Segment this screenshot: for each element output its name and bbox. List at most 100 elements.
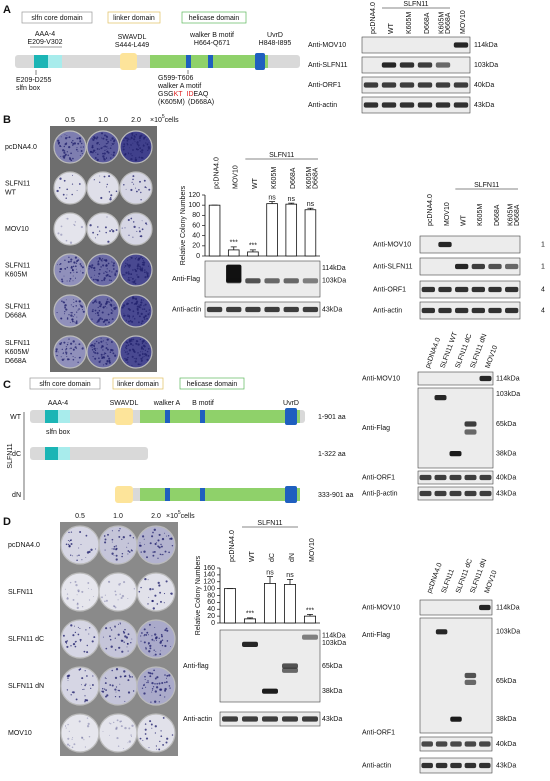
slfn-box bbox=[45, 447, 58, 460]
colony bbox=[64, 134, 66, 136]
colony bbox=[75, 640, 77, 643]
colony bbox=[66, 597, 69, 600]
band bbox=[226, 278, 242, 284]
lane-label: K605M bbox=[406, 12, 413, 34]
colony bbox=[170, 537, 172, 540]
bar bbox=[247, 251, 259, 257]
colony bbox=[140, 360, 143, 362]
colony bbox=[156, 683, 158, 685]
colony bbox=[96, 321, 98, 323]
colony bbox=[128, 308, 131, 311]
colony bbox=[117, 689, 119, 691]
colony bbox=[170, 592, 173, 595]
band bbox=[262, 716, 278, 722]
band bbox=[302, 306, 319, 313]
colony bbox=[84, 670, 86, 672]
band bbox=[226, 306, 242, 313]
colony bbox=[110, 145, 112, 147]
row-label: Anti-ORF1 bbox=[308, 82, 341, 89]
colony bbox=[115, 727, 118, 731]
colony bbox=[123, 314, 126, 317]
colony bbox=[84, 695, 86, 697]
colony bbox=[59, 342, 62, 346]
colony bbox=[60, 155, 62, 157]
colony bbox=[144, 269, 146, 271]
colony bbox=[106, 307, 108, 309]
colony bbox=[109, 147, 112, 150]
motif-label: AAA-4 bbox=[35, 31, 55, 38]
colony bbox=[104, 319, 107, 322]
colony bbox=[130, 157, 133, 161]
colony bbox=[158, 546, 160, 548]
colony bbox=[132, 236, 134, 238]
colony bbox=[56, 354, 58, 357]
marker-label: 103kDa bbox=[322, 640, 346, 647]
colony bbox=[146, 144, 149, 146]
colony bbox=[123, 139, 125, 142]
colony bbox=[69, 342, 73, 345]
colony bbox=[159, 591, 162, 594]
colony bbox=[85, 629, 87, 631]
colony bbox=[72, 555, 74, 557]
colony bbox=[92, 301, 95, 304]
colony bbox=[68, 157, 72, 161]
colony bbox=[144, 349, 147, 352]
colony bbox=[98, 342, 100, 344]
colony bbox=[154, 700, 157, 703]
significance: ns bbox=[307, 201, 315, 208]
colony bbox=[140, 256, 142, 258]
colony bbox=[120, 720, 123, 722]
y-tick-label: 80 bbox=[207, 592, 215, 599]
colony bbox=[110, 153, 112, 155]
colony bbox=[107, 355, 109, 357]
construct-name: dC bbox=[12, 451, 21, 458]
colony bbox=[91, 144, 94, 147]
colony bbox=[112, 310, 114, 312]
colony bbox=[115, 270, 118, 273]
colony bbox=[112, 154, 115, 157]
colony bbox=[118, 529, 120, 532]
colony bbox=[110, 309, 113, 311]
colony bbox=[100, 266, 102, 268]
colony bbox=[113, 262, 115, 265]
colony bbox=[171, 734, 174, 736]
colony bbox=[140, 586, 142, 589]
error-bar bbox=[230, 246, 237, 250]
colony bbox=[131, 154, 133, 157]
significance: ns bbox=[286, 572, 294, 579]
band bbox=[449, 451, 462, 457]
colony bbox=[123, 183, 125, 186]
colony bbox=[149, 588, 152, 591]
band bbox=[302, 278, 319, 284]
colony bbox=[128, 266, 130, 269]
colony bbox=[151, 635, 153, 637]
x-tick-label: pcDNA4.0 bbox=[213, 157, 220, 189]
colony bbox=[68, 145, 71, 149]
colony bbox=[74, 277, 77, 279]
lane-label: WT bbox=[461, 214, 468, 226]
colony bbox=[108, 270, 111, 272]
colony bbox=[123, 670, 126, 673]
colony bbox=[102, 152, 104, 155]
colony bbox=[130, 642, 132, 644]
colony bbox=[70, 258, 73, 261]
colony bbox=[156, 603, 159, 605]
colony bbox=[78, 343, 81, 346]
colony bbox=[126, 143, 129, 146]
colony bbox=[131, 277, 134, 280]
colony bbox=[106, 273, 109, 276]
construct-name: dN bbox=[12, 492, 21, 499]
dose-label: 1.0 bbox=[98, 117, 108, 124]
colony bbox=[101, 345, 104, 348]
colony bbox=[127, 742, 129, 744]
colony bbox=[162, 716, 165, 719]
colony bbox=[137, 363, 140, 366]
colony bbox=[147, 603, 149, 605]
colony bbox=[138, 146, 140, 148]
colony bbox=[71, 193, 73, 196]
colony bbox=[131, 132, 134, 135]
motif-label: slfn box bbox=[46, 429, 71, 436]
colony bbox=[160, 633, 163, 636]
colony bbox=[86, 675, 88, 677]
colony bbox=[132, 349, 136, 353]
